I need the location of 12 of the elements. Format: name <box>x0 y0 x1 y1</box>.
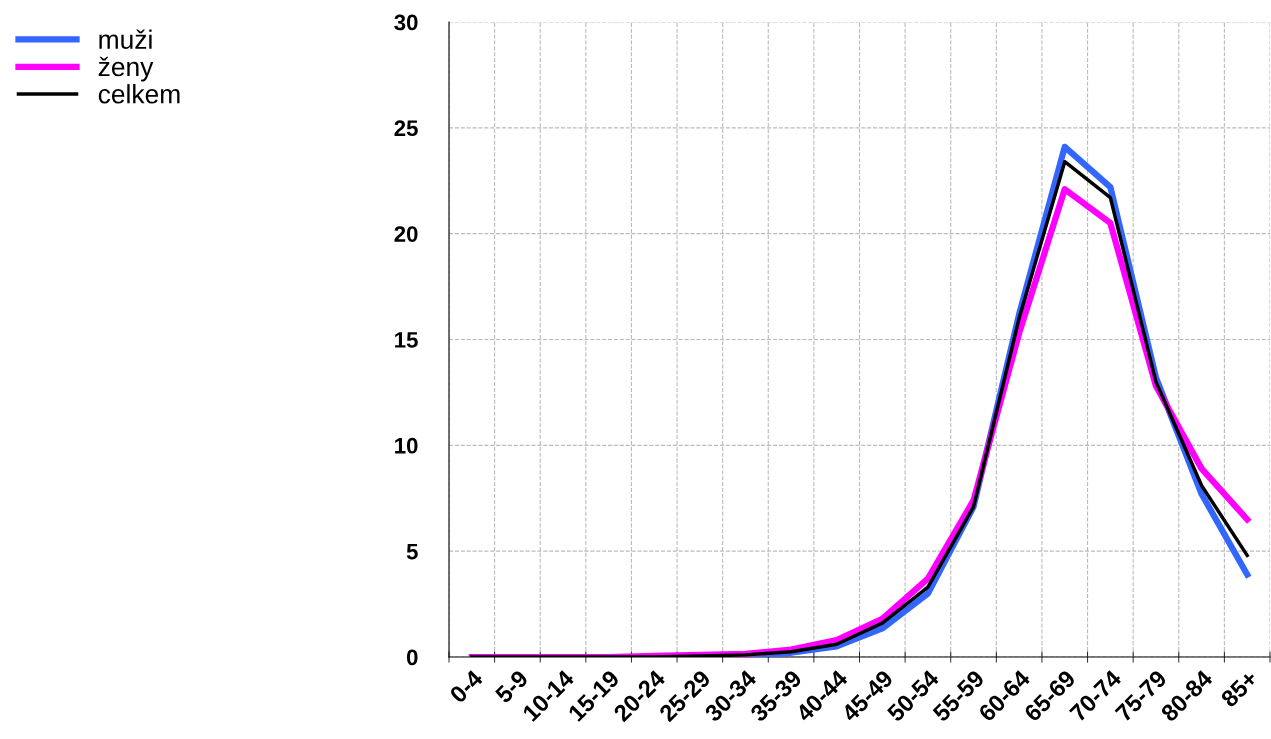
y-tick-label: 25 <box>394 120 418 137</box>
x-tick-label: 85+ <box>1219 669 1259 709</box>
legend-label: celkem <box>98 84 180 104</box>
y-tick-label: 0 <box>406 649 418 666</box>
y-tick-label: 15 <box>395 332 418 348</box>
legend-label: muži <box>99 29 152 49</box>
y-tick-label: 30 <box>394 14 418 31</box>
legend-label: ženy <box>98 56 154 82</box>
y-tick-label: 20 <box>394 226 418 242</box>
y-tick-label: 10 <box>395 437 418 454</box>
y-tick-label: 5 <box>406 543 418 560</box>
x-tick-label: 0-4 <box>448 668 484 704</box>
